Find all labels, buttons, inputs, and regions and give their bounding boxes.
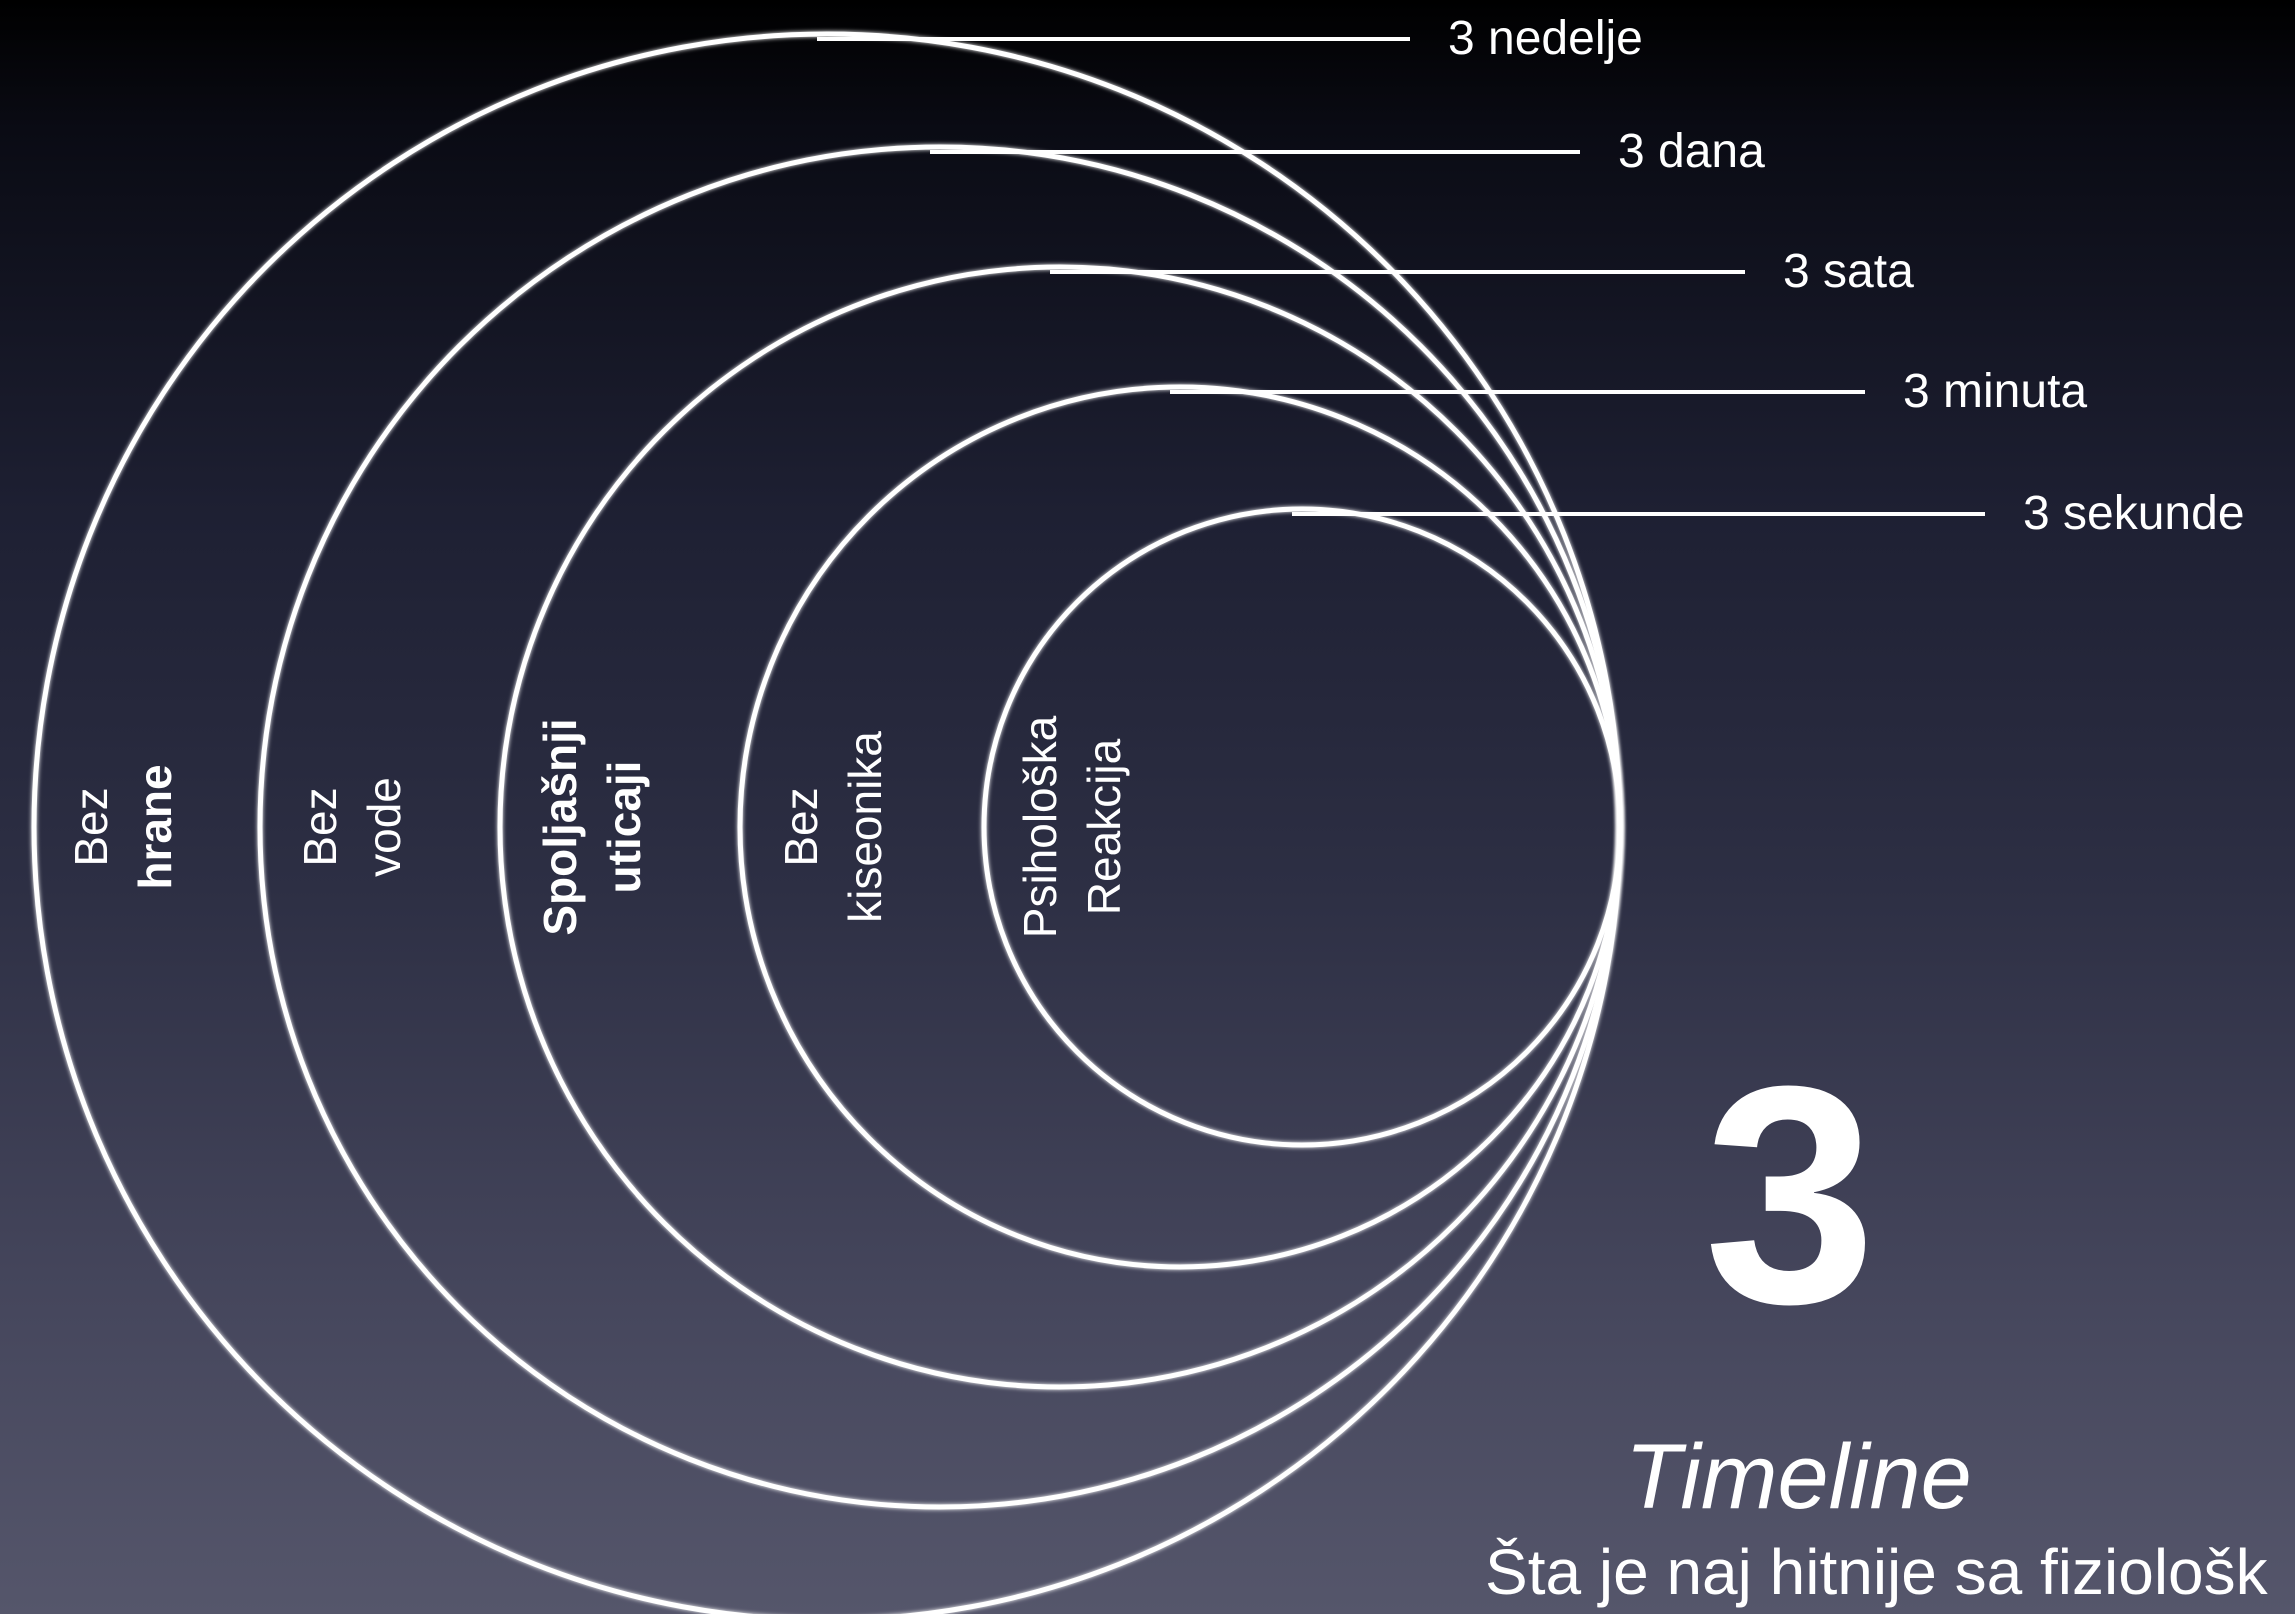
ring-text-psych-line2: Reakcija bbox=[1078, 738, 1130, 915]
ring-text-oxygen-line1: Bez bbox=[775, 787, 827, 866]
ring-text-water-line1: Bez bbox=[294, 787, 346, 866]
ring-water bbox=[257, 144, 1623, 1510]
ring-text-external-line1: Spoljašnji bbox=[534, 718, 586, 935]
time-label-psych: 3 sekunde bbox=[2023, 487, 2245, 540]
time-label-oxygen: 3 minuta bbox=[1903, 365, 2087, 418]
ring-psych bbox=[981, 506, 1623, 1148]
ring-text-food-line2: hrane bbox=[129, 764, 181, 889]
time-label-food: 3 nedelje bbox=[1448, 12, 1643, 65]
ring-text-water-line2: vode bbox=[358, 777, 410, 877]
ring-text-psych-line1: Psihološka bbox=[1014, 715, 1066, 938]
ring-text-food-line1: Bez bbox=[65, 787, 117, 866]
ring-text-oxygen-line2: kiseonika bbox=[839, 731, 891, 923]
slide-subtitle: Šta je naj hitnije sa fiziološk bbox=[1485, 1536, 2268, 1608]
time-label-water: 3 dana bbox=[1618, 125, 1765, 178]
big-number-three: 3 bbox=[1703, 1021, 1877, 1368]
time-label-external: 3 sata bbox=[1783, 245, 1914, 298]
timeline-title: Timeline bbox=[1625, 1426, 1972, 1528]
ring-text-external-line2: uticaji bbox=[598, 761, 650, 894]
